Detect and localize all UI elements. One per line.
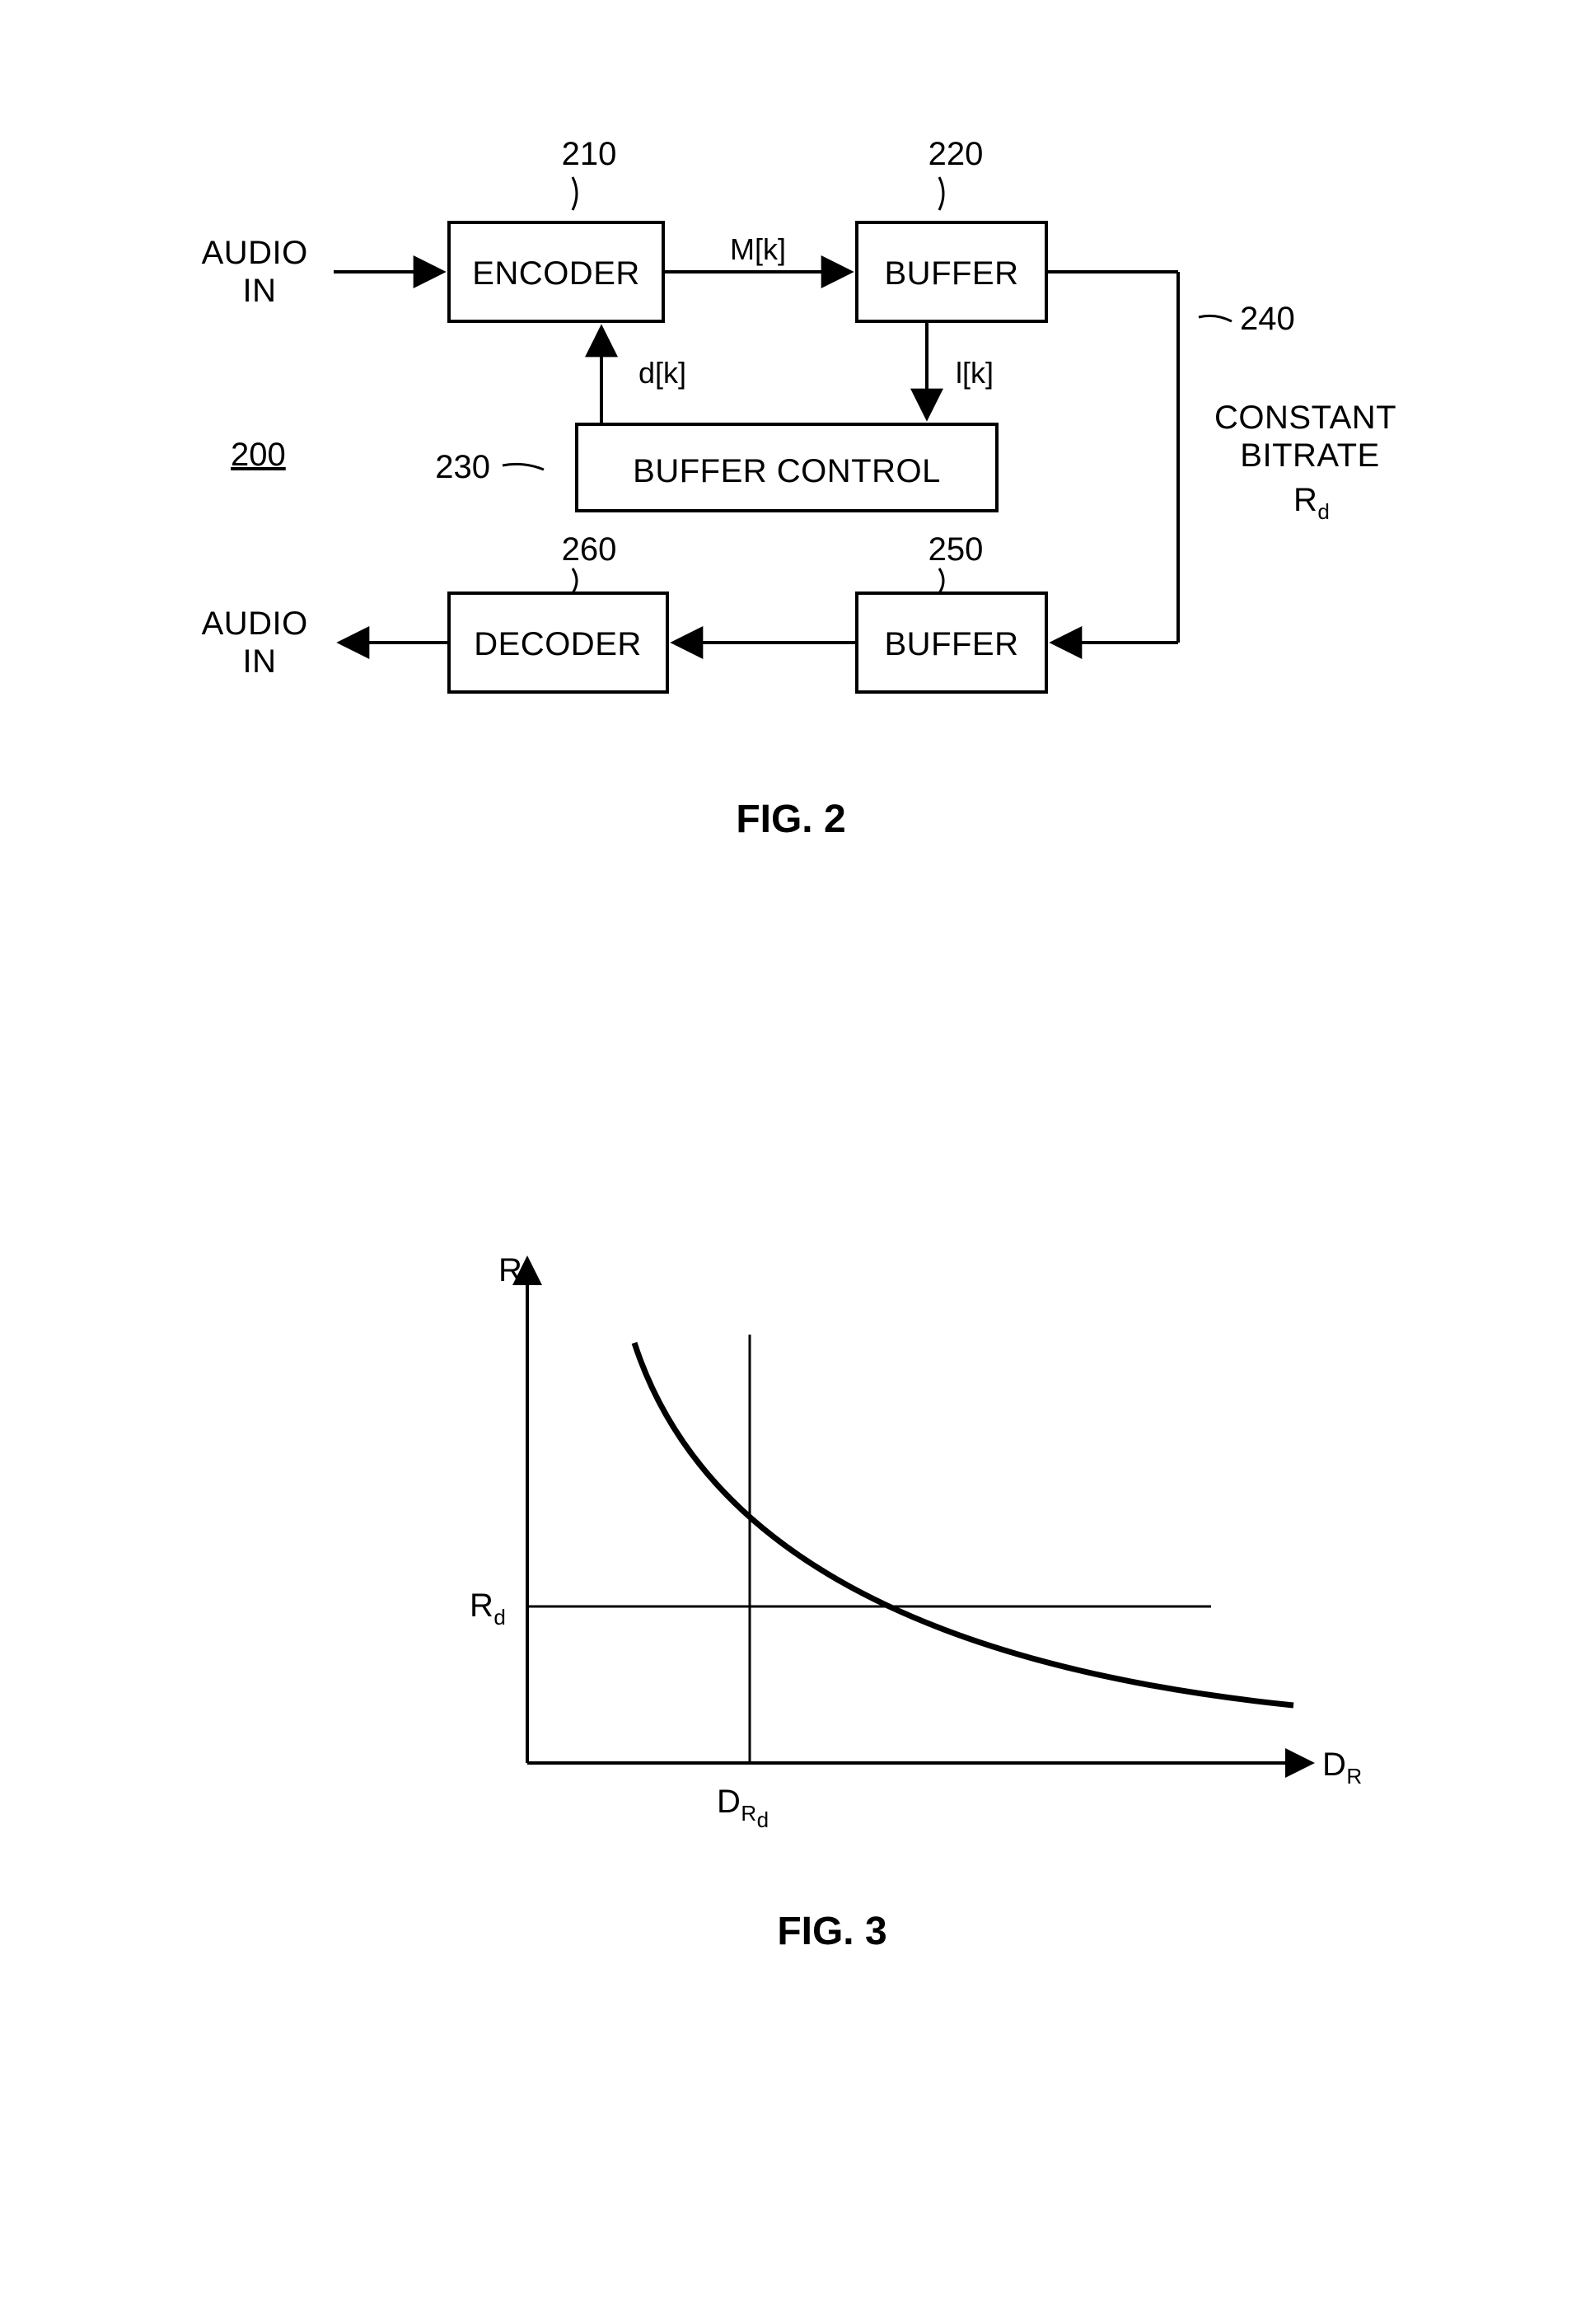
audio-in-top-label: AUDIO IN (202, 235, 318, 309)
buffer-bot-ref: 250 (928, 531, 984, 568)
channel-rate: Rd (1293, 482, 1330, 524)
edge-mk-label: M[k] (730, 232, 786, 266)
edge-dk-label: d[k] (638, 356, 686, 390)
fig3-rd-label: Rd (470, 1588, 506, 1630)
buffer-bot-ref-tick (939, 568, 943, 593)
buffer-top-ref-tick (939, 177, 943, 210)
decoder-label: DECODER (474, 626, 642, 662)
encoder-ref-tick (573, 177, 577, 210)
buffer-ctrl-label: BUFFER CONTROL (633, 453, 941, 489)
buffer-ctrl-ref-tick (503, 464, 544, 470)
buffer-ctrl-ref: 230 (435, 449, 490, 485)
buffer-top-ref: 220 (928, 136, 984, 172)
fig3-caption: FIG. 3 (777, 1910, 886, 1953)
system-ref: 200 (231, 437, 286, 473)
encoder-ref: 210 (562, 136, 617, 172)
fig3-diagram: R DR Rd DRd FIG. 3 (173, 1236, 1409, 1977)
buffer-bot-label: BUFFER (885, 626, 1019, 662)
fig3-x-label: DR (1322, 1747, 1363, 1789)
buffer-top-label: BUFFER (885, 255, 1019, 292)
fig3-y-label: R (498, 1252, 522, 1288)
channel-label: CONSTANT BITRATE (1214, 400, 1406, 474)
edge-lk-label: l[k] (956, 356, 994, 390)
audio-in-bottom-label: AUDIO IN (202, 606, 318, 680)
encoder-label: ENCODER (472, 255, 640, 292)
channel-ref: 240 (1240, 301, 1295, 337)
decoder-ref: 260 (562, 531, 617, 568)
fig2-diagram: AUDIO IN ENCODER 210 M[k] BUFFER 220 240… (132, 74, 1450, 898)
decoder-ref-tick (573, 568, 577, 593)
fig3-drd-label: DRd (717, 1784, 769, 1832)
fig3-curve (634, 1343, 1293, 1705)
fig2-caption: FIG. 2 (736, 797, 845, 841)
page: AUDIO IN ENCODER 210 M[k] BUFFER 220 240… (0, 0, 1581, 2324)
channel-ref-tick (1199, 316, 1232, 321)
